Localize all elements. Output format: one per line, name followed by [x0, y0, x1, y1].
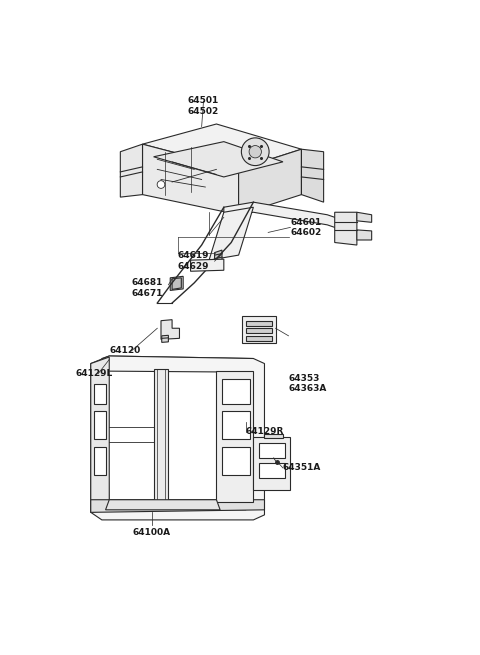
Polygon shape	[106, 500, 220, 510]
Polygon shape	[154, 141, 283, 177]
Text: 64619
64629: 64619 64629	[178, 252, 209, 271]
Polygon shape	[239, 149, 301, 215]
Polygon shape	[120, 144, 143, 197]
Polygon shape	[259, 443, 285, 458]
Polygon shape	[162, 335, 168, 343]
Text: 64120: 64120	[109, 346, 141, 356]
Polygon shape	[172, 278, 181, 290]
Polygon shape	[224, 202, 349, 233]
Text: 64681
64671: 64681 64671	[132, 278, 163, 297]
Polygon shape	[161, 320, 180, 339]
Polygon shape	[106, 371, 246, 510]
Polygon shape	[259, 463, 285, 478]
Text: 64353
64363A: 64353 64363A	[288, 374, 327, 394]
Polygon shape	[301, 149, 324, 202]
Polygon shape	[216, 371, 253, 502]
Polygon shape	[246, 336, 272, 341]
Polygon shape	[143, 144, 239, 215]
Text: 64100A: 64100A	[132, 529, 171, 538]
Text: 64501
64502: 64501 64502	[188, 96, 219, 116]
Polygon shape	[143, 124, 301, 170]
Polygon shape	[246, 419, 257, 426]
Polygon shape	[246, 328, 272, 333]
Polygon shape	[91, 500, 264, 512]
Polygon shape	[170, 276, 183, 290]
Polygon shape	[91, 356, 264, 520]
Circle shape	[249, 145, 262, 158]
Polygon shape	[246, 321, 272, 326]
Text: 64129R: 64129R	[246, 427, 284, 436]
Polygon shape	[209, 207, 253, 260]
Polygon shape	[95, 411, 106, 440]
Polygon shape	[222, 411, 250, 440]
Polygon shape	[187, 419, 246, 426]
Text: 64351A: 64351A	[283, 464, 321, 472]
Polygon shape	[215, 250, 222, 264]
Polygon shape	[357, 212, 372, 222]
Text: 64129L: 64129L	[76, 369, 113, 378]
Polygon shape	[357, 230, 372, 240]
Polygon shape	[91, 357, 109, 512]
Circle shape	[157, 181, 165, 189]
Polygon shape	[102, 356, 253, 365]
Polygon shape	[191, 259, 224, 271]
Polygon shape	[222, 447, 250, 474]
Polygon shape	[242, 316, 276, 343]
Polygon shape	[222, 379, 250, 404]
Circle shape	[241, 138, 269, 166]
Polygon shape	[264, 434, 283, 438]
Polygon shape	[95, 447, 106, 474]
Polygon shape	[95, 384, 106, 404]
Polygon shape	[335, 212, 357, 245]
Text: 64601
64602: 64601 64602	[290, 217, 322, 237]
Polygon shape	[253, 437, 290, 490]
Polygon shape	[154, 369, 168, 505]
